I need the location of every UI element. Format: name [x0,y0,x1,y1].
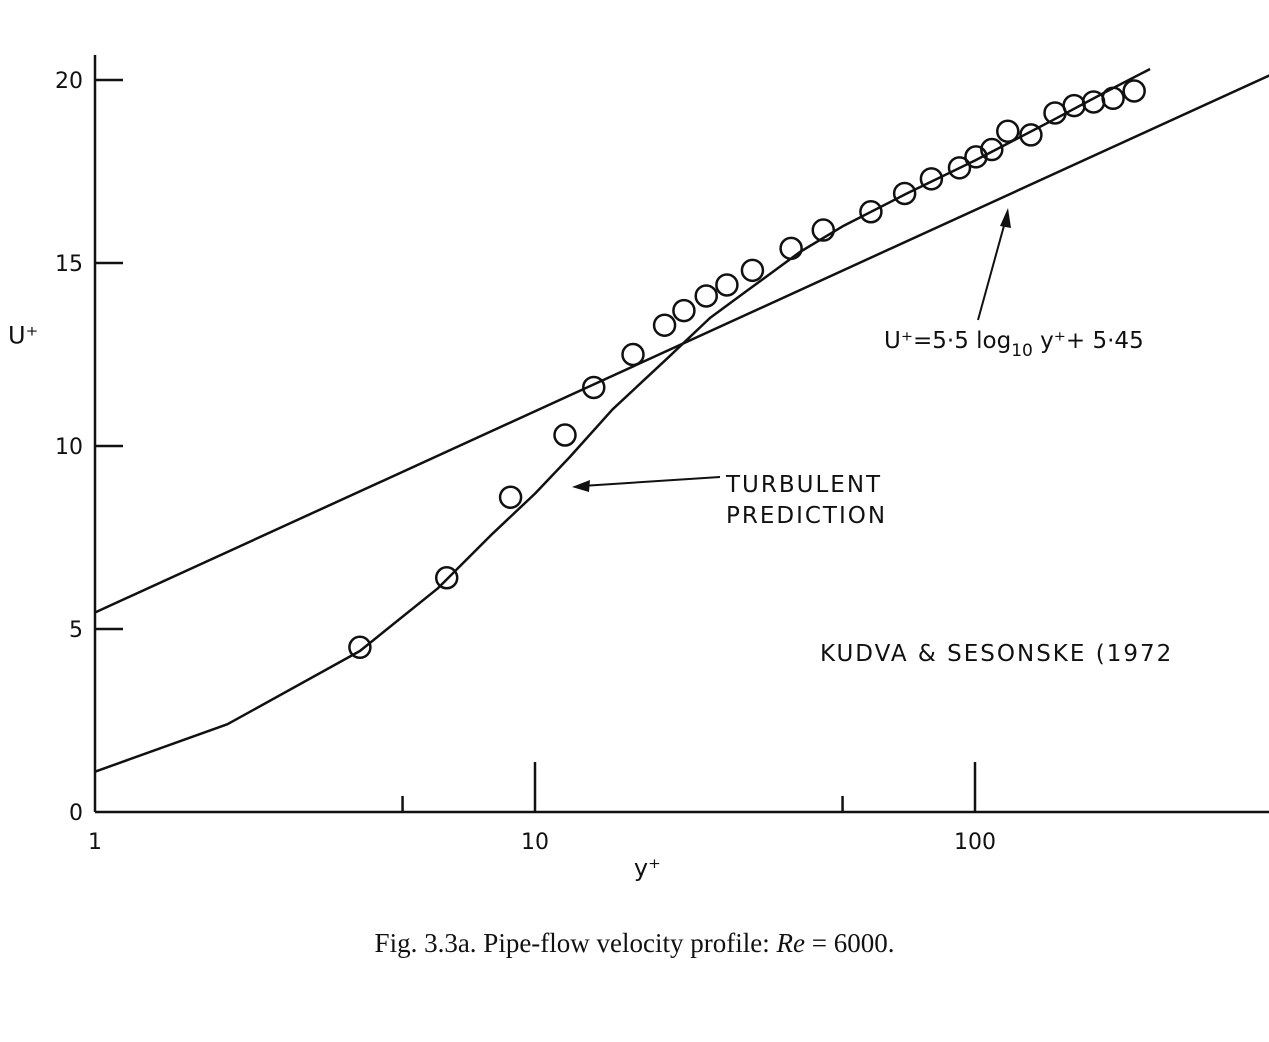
turbulent-leader-line [581,476,721,487]
turbulent-arrowhead [572,480,590,492]
data-point [672,298,696,323]
data-point [434,566,459,590]
caption-text: Fig. 3.3a. Pipe-flow velocity profile: R… [374,928,895,958]
data-points [348,79,1146,660]
source-label: KUDVA & SESONSKE (1972 [820,641,1173,667]
y-tick-label: 5 [69,618,83,643]
axes: 0 5 10 15 20 1 10 100 y⁺ U⁺ [8,55,1269,882]
data-point [1122,79,1146,103]
x-axis-title: y⁺ [634,854,661,882]
data-point [694,284,718,308]
data-point [779,236,803,261]
data-point [892,181,917,206]
y-tick-label: 0 [69,801,83,826]
data-point [964,145,988,169]
log-law-line [94,74,1269,614]
data-point [582,375,606,400]
curves [94,67,1269,773]
x-tick-label: 1 [88,830,102,855]
labels: TURBULENT PREDICTION U⁺=5·5 log10 y⁺+ 5·45… [572,208,1173,667]
data-point [980,137,1004,162]
figure-caption: Fig. 3.3a. Pipe-flow velocity profile: R… [0,928,1269,959]
turbulent-label-line1: TURBULENT [725,472,882,498]
formula-arrowhead [1000,208,1011,228]
data-point [715,273,739,297]
x-tick-label: 10 [521,830,549,855]
data-point [498,485,523,509]
data-point [652,313,677,337]
data-point [1019,123,1043,147]
y-tick-label: 10 [55,435,83,460]
data-point [811,218,836,242]
y-tick-label: 15 [55,252,83,277]
data-point [947,156,972,180]
data-point [996,119,1020,143]
data-point [553,423,577,447]
data-point [621,342,645,367]
data-point [348,635,372,660]
data-point [740,258,765,283]
y-axis-title: U⁺ [8,322,38,350]
log-law-formula: U⁺=5·5 log10 y⁺+ 5·45 [884,328,1144,361]
x-tick-label: 100 [954,830,996,855]
data-point [1101,86,1125,111]
data-point [919,167,944,191]
formula-leader-line [977,221,1006,321]
turbulent-prediction-curve [94,67,1151,773]
data-point [859,200,883,224]
turbulent-label-line2: PREDICTION [726,503,887,529]
y-tick-label: 20 [55,69,83,94]
